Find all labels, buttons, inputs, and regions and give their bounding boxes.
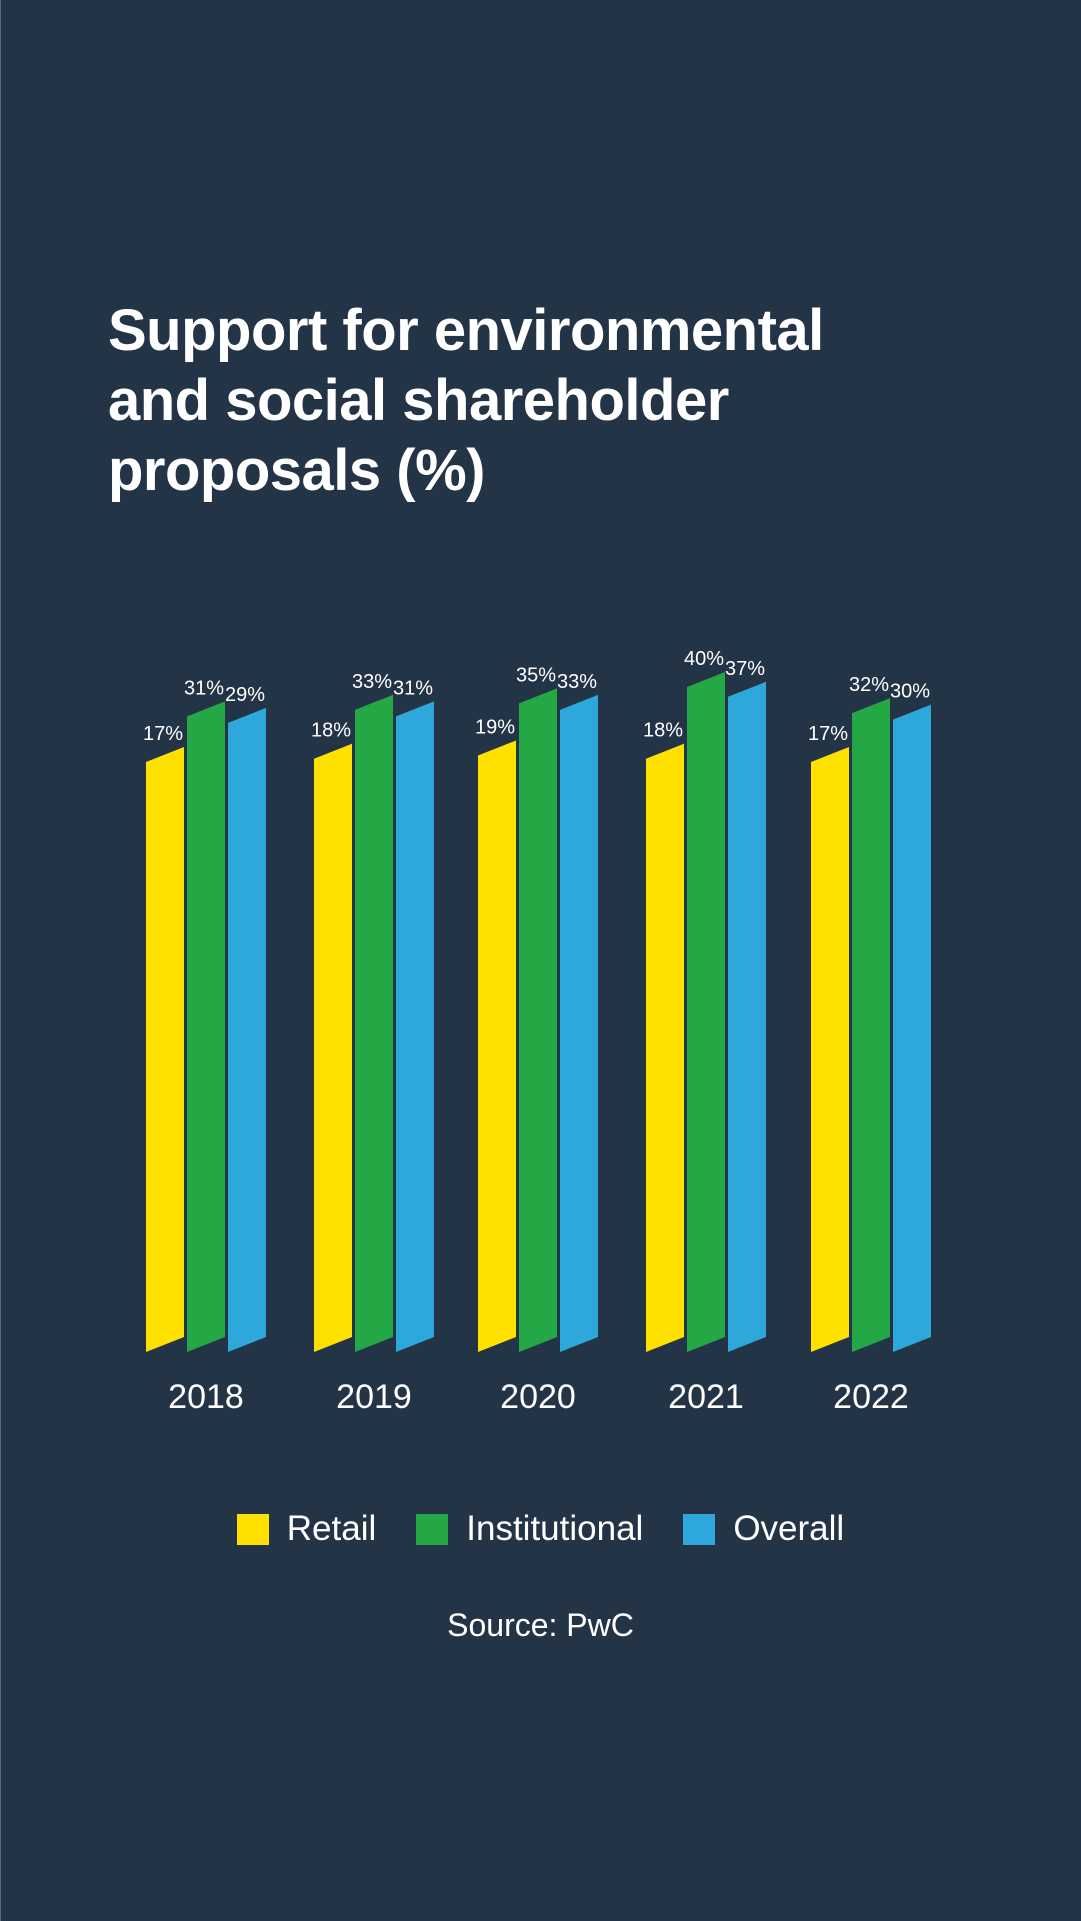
value-label-overall-2018: 29% (225, 684, 265, 706)
value-label-overall-2020: 33% (557, 671, 597, 693)
bar-overall-2020 (560, 694, 598, 1352)
legend-swatch-overall (683, 1513, 716, 1545)
x-tick-label-2018: 2018 (168, 1378, 244, 1416)
bar-overall-2021 (728, 681, 766, 1352)
value-label-overall-2022: 30% (890, 681, 930, 703)
bar-institutional-2021 (687, 672, 725, 1352)
value-label-institutional-2019: 33% (352, 671, 392, 693)
bar-retail-2020 (478, 740, 516, 1352)
bar-overall-2019 (396, 701, 434, 1352)
value-label-retail-2019: 18% (311, 720, 351, 742)
bar-institutional-2018 (187, 701, 225, 1352)
bar-retail-2019 (314, 743, 352, 1352)
legend-swatch-institutional (416, 1513, 449, 1545)
value-label-overall-2021: 37% (725, 658, 765, 680)
value-label-institutional-2020: 35% (516, 664, 556, 686)
chart-title-line-2: and social shareholder (108, 368, 729, 433)
bar-overall-2018 (228, 707, 266, 1352)
legend-label-retail: Retail (286, 1509, 377, 1548)
legend-swatch-retail (236, 1513, 269, 1545)
legend-item-overall: Overall (683, 1508, 844, 1550)
value-label-retail-2021: 18% (643, 720, 683, 742)
bar-retail-2021 (646, 743, 684, 1352)
x-tick-label-2020: 2020 (500, 1378, 576, 1416)
chart-title: Support for environmental and social sha… (108, 296, 1008, 506)
bar-overall-2022 (893, 704, 931, 1352)
value-label-institutional-2022: 32% (849, 674, 889, 696)
bar-institutional-2019 (355, 694, 393, 1352)
legend-item-institutional: Institutional (416, 1508, 643, 1550)
value-label-institutional-2021: 40% (684, 648, 724, 670)
legend-label-institutional: Institutional (466, 1509, 644, 1548)
value-labels-layer: 17%31% 29%18%33% 31%19%35% 33%18%40% 37%17%3… (143, 648, 930, 745)
value-label-retail-2022: 17% (808, 723, 848, 745)
x-tick-label-2021: 2021 (668, 1378, 744, 1416)
bars-layer (146, 672, 931, 1352)
chart-title-line-3: proposals (%) (108, 438, 486, 503)
x-tick-label-2022: 2022 (833, 1378, 909, 1416)
x-axis-labels: 2018 2019 2020 2021 2022 (168, 1378, 909, 1416)
page-edge (0, 0, 1, 1921)
source-note: Source: PwC (447, 1607, 634, 1643)
bar-institutional-2022 (852, 698, 890, 1352)
x-tick-label-2019: 2019 (336, 1378, 412, 1416)
legend: Retail Institutional Overall (0, 1508, 1081, 1550)
legend-item-retail: Retail (236, 1508, 377, 1550)
bar-retail-2022 (811, 747, 849, 1352)
legend-label-overall: Overall (733, 1509, 845, 1548)
value-label-institutional-2018: 31% (184, 677, 224, 699)
value-label-retail-2020: 19% (475, 716, 515, 738)
bar-institutional-2020 (519, 688, 557, 1352)
bar-retail-2018 (146, 747, 184, 1352)
chart-title-line-1: Support for environmental (108, 298, 824, 363)
value-label-overall-2019: 31% (393, 677, 433, 699)
value-label-retail-2018: 17% (143, 723, 183, 745)
